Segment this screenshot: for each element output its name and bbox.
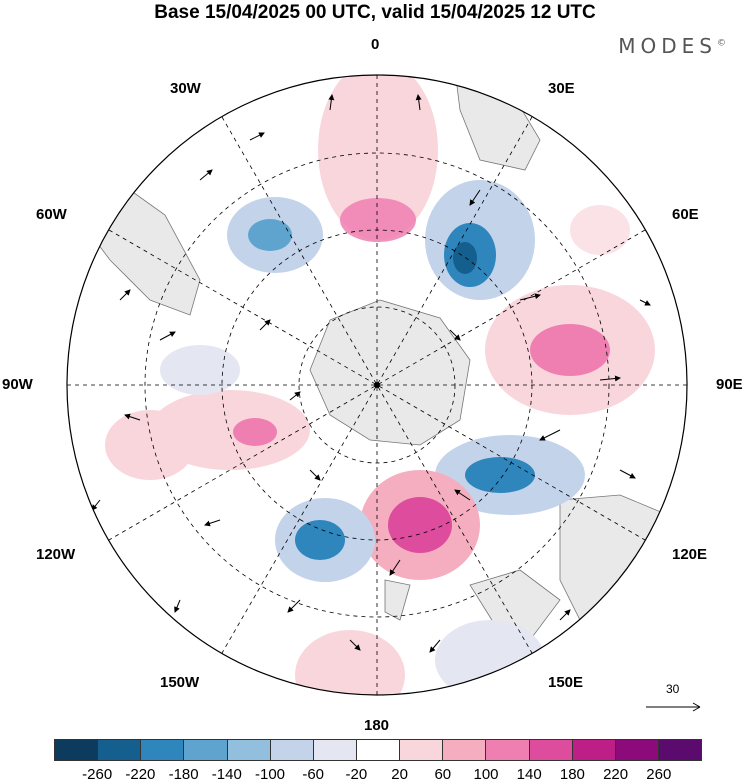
colorbar-swatch xyxy=(55,740,99,760)
colorbar-swatch xyxy=(141,740,185,760)
colorbar-swatch xyxy=(486,740,530,760)
lon-label-180: 180 xyxy=(364,717,390,734)
modes-logo: MODES© xyxy=(618,34,726,58)
colorbar-swatch xyxy=(529,740,573,760)
colorbar-tick-label: 60 xyxy=(434,766,452,783)
wind-vectors xyxy=(91,94,651,653)
lon-label-30e: 30E xyxy=(548,80,575,97)
colorbar-swatch xyxy=(227,740,271,760)
colorbar-tick-label: -260 xyxy=(82,766,113,783)
colorbar-swatch xyxy=(443,740,487,760)
colorbar xyxy=(54,739,702,761)
colorbar-tick-label: 140 xyxy=(516,766,542,783)
reference-vector-value: 30 xyxy=(666,682,680,696)
colorbar-tick-label: -100 xyxy=(254,766,286,783)
colorbar-ticks: -260 -220 -180 -140 -100 -60 -20 20 60 100 140 180 2… xyxy=(54,766,702,783)
colorbar-swatch xyxy=(270,740,314,760)
colorbar-tick-label: -140 xyxy=(211,766,242,783)
lon-label-120e: 120E xyxy=(672,546,708,563)
lon-label-90w: 90W xyxy=(2,376,33,393)
anomaly-shading xyxy=(105,75,655,695)
colorbar-swatch xyxy=(313,740,357,760)
colorbar-tick-label: 100 xyxy=(473,766,499,783)
colorbar-swatch xyxy=(658,740,702,760)
chart-title: Base 15/04/2025 00 UTC, valid 15/04/2025… xyxy=(154,2,596,23)
lon-label-120w: 120W xyxy=(36,546,76,563)
colorbar-swatch xyxy=(98,740,142,760)
colorbar-tick-label: 220 xyxy=(603,766,629,783)
colorbar-swatch xyxy=(400,740,444,760)
colorbar-tick-label: 20 xyxy=(391,766,408,783)
colorbar-tick-label: 260 xyxy=(646,766,672,783)
lon-label-0: 0 xyxy=(371,36,380,53)
colorbar-tick-label: -60 xyxy=(302,766,325,783)
colorbar-tick-label: -20 xyxy=(345,766,368,783)
polar-map xyxy=(66,74,688,696)
reference-vector: 30 xyxy=(640,680,710,714)
colorbar-tick-label: -220 xyxy=(125,766,156,783)
lon-label-90e: 90E xyxy=(716,376,743,393)
map-boundary xyxy=(66,74,688,696)
lon-label-30w: 30W xyxy=(170,80,201,97)
lon-label-150w: 150W xyxy=(160,674,200,691)
colorbar-swatch xyxy=(356,740,401,760)
colorbar-tick-label: 180 xyxy=(559,766,585,783)
lon-label-60w: 60W xyxy=(36,206,67,223)
lon-label-150e: 150E xyxy=(548,674,584,691)
graticule xyxy=(67,75,687,695)
colorbar-tick-label: -180 xyxy=(168,766,199,783)
colorbar-swatch xyxy=(184,740,228,760)
colorbar-swatch xyxy=(615,740,659,760)
colorbar-swatch xyxy=(572,740,616,760)
lon-label-60e: 60E xyxy=(672,206,699,223)
